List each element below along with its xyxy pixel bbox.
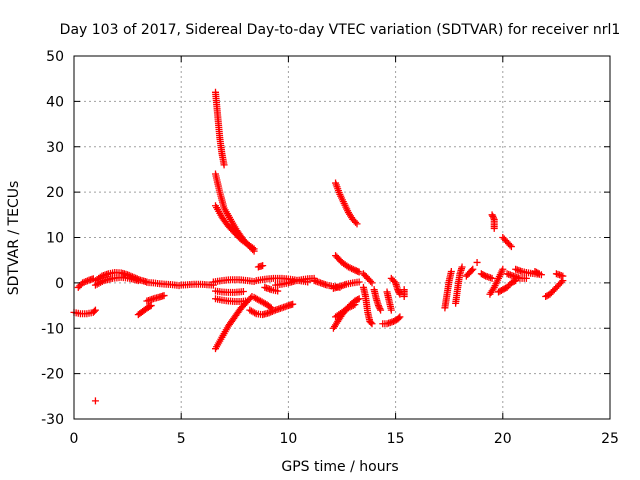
data-point [79,279,87,287]
data-point [367,277,375,285]
data-point [251,309,259,317]
data-point [559,272,567,280]
data-point [522,274,530,282]
data-point [535,270,543,278]
y-axis-tick-labels: -30 -20 -10 0 10 20 30 40 50 [41,49,64,428]
x-tick-label: 10 [279,431,297,447]
data-point [134,277,142,285]
data-point [146,302,154,310]
data-point [344,263,352,271]
x-axis-label: GPS time / hours [281,459,398,475]
data-point [348,302,356,310]
chart-title: Day 103 of 2017, Sidereal Day-to-day VTE… [60,22,621,38]
y-tick-label: 20 [46,185,64,201]
data-point [506,241,514,249]
data-point [242,297,250,305]
y-tick-label: -10 [41,321,64,337]
data-point [387,306,395,314]
data-point [352,218,360,226]
data-point [268,307,276,315]
data-point [160,292,168,300]
data-point [355,295,363,303]
data-point [400,292,408,300]
x-axis-tick-labels: 0 5 10 15 20 25 [70,431,619,447]
data-point [83,277,91,285]
data-point [80,278,88,286]
y-tick-label: 30 [46,140,64,156]
data-point [488,211,496,219]
y-tick-label: 0 [55,276,64,292]
data-point [458,263,466,271]
data-point [344,304,352,312]
data-point [220,161,228,169]
y-tick-label: -20 [41,367,64,383]
data-point [274,287,282,295]
data-point [375,303,383,311]
data-point [248,244,256,252]
y-axis-label: SDTVAR / TECUs [6,181,22,296]
data-point [351,301,359,309]
data-point [265,309,273,317]
data-point [376,305,384,313]
data-point [368,320,376,328]
data-point [395,314,403,322]
data-point [480,271,488,279]
x-tick-label: 15 [387,431,405,447]
x-tick-label: 5 [177,431,186,447]
data-point [489,212,497,220]
data-point [394,286,402,294]
data-point [250,245,258,253]
data-point [348,265,356,273]
data-point [377,306,385,314]
data-point [355,268,363,276]
data-point [355,278,363,286]
y-tick-label: 40 [46,94,64,110]
data-point [239,287,247,295]
data-point [473,258,481,266]
data-point [488,274,496,282]
data-point [147,302,155,310]
y-tick-label: -30 [41,412,64,428]
data-point [490,224,498,232]
data-point [354,296,362,304]
x-tick-label: 20 [494,431,512,447]
data-point [510,277,518,285]
data-point [346,303,354,311]
data-point [266,303,274,311]
data-point [289,300,297,308]
data-point [90,307,98,315]
data-point [259,262,267,270]
data-point [396,313,404,321]
data-point [507,243,515,251]
axis-ticks [73,55,611,420]
y-tick-label: 10 [46,231,64,247]
data-point [91,397,99,405]
data-point [267,308,275,316]
data-point [490,214,498,222]
data-point [469,265,477,273]
data-point [367,319,375,327]
data-point [91,306,99,314]
data-point [557,278,565,286]
y-tick-label: 50 [46,49,64,65]
data-point [534,269,542,277]
data-point [349,301,357,309]
data-point [368,279,376,287]
data-points [70,88,567,405]
x-tick-label: 25 [601,431,619,447]
data-point [349,265,357,273]
grid-lines [74,56,610,419]
data-point [447,268,455,276]
data-point [346,264,354,272]
data-point [499,265,507,273]
data-point [270,307,278,315]
data-point [374,302,382,310]
data-point [468,266,476,274]
x-tick-label: 0 [70,431,79,447]
data-point [353,220,361,228]
data-point [82,278,90,286]
